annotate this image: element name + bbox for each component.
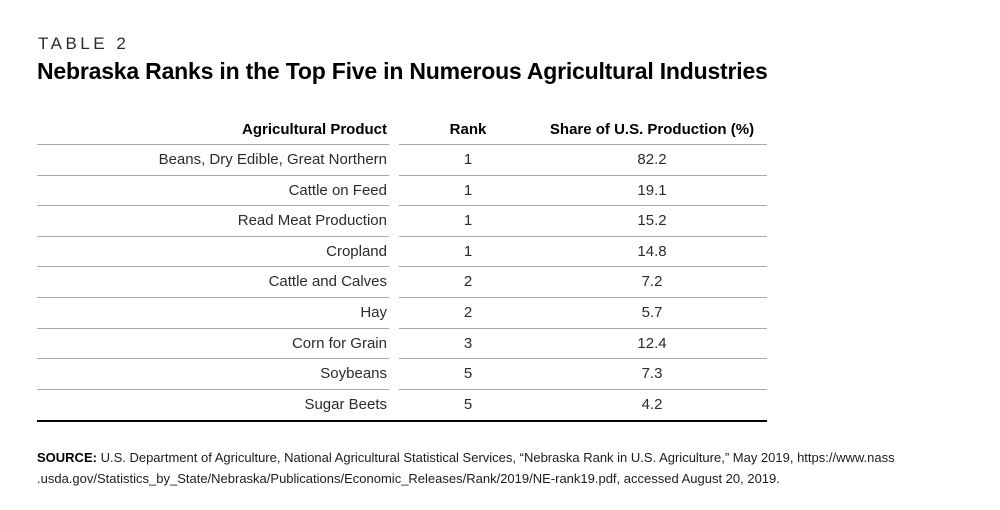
table-row: Corn for Grain 3 12.4 (37, 329, 767, 360)
rank-cell: 2 (463, 303, 473, 321)
table-row: Soybeans 5 7.3 (37, 359, 767, 390)
source-text-2: .usda.gov/Statistics_by_State/Nebraska/P… (37, 470, 780, 486)
table-row: Read Meat Production 1 15.2 (37, 206, 767, 237)
row-right-segment: 5 4.2 (399, 390, 767, 421)
table-header-row: Agricultural Product Rank Share of U.S. … (37, 117, 767, 145)
row-right-segment: 5 7.3 (399, 359, 767, 390)
share-cell: 4.2 (641, 395, 663, 413)
share-cell: 7.2 (641, 273, 663, 291)
table-row: Cropland 1 14.8 (37, 237, 767, 268)
source-text-1: U.S. Department of Agriculture, National… (96, 450, 895, 465)
share-cell: 15.2 (637, 212, 667, 230)
rank-cell: 1 (463, 242, 473, 260)
rank-cell: 3 (463, 334, 473, 352)
source-line-2: .usda.gov/Statistics_by_State/Nebraska/P… (37, 469, 982, 490)
row-right-segment: 2 7.2 (399, 267, 767, 298)
rank-cell: 5 (463, 365, 473, 383)
rank-cell: 1 (463, 212, 473, 230)
rank-cell: 5 (463, 395, 473, 413)
share-cell: 7.3 (641, 365, 663, 383)
table-label: TABLE 2 (38, 34, 130, 53)
column-gap (389, 206, 399, 237)
column-gap (389, 117, 399, 145)
column-gap (389, 390, 399, 421)
table-title: Nebraska Ranks in the Top Five in Numero… (37, 58, 768, 84)
column-gap (389, 359, 399, 390)
rank-cell: 1 (463, 151, 473, 168)
row-right-segment: 3 12.4 (399, 329, 767, 360)
row-right-segment: 1 15.2 (399, 206, 767, 237)
table-row: Cattle on Feed 1 19.1 (37, 176, 767, 207)
source-note: SOURCE: U.S. Department of Agriculture, … (37, 448, 982, 489)
column-header-rank: Rank (449, 121, 487, 138)
column-gap (389, 329, 399, 360)
product-cell: Cattle on Feed (37, 176, 389, 207)
row-right-segment: 1 82.2 (399, 145, 767, 176)
column-header-share: Share of U.S. Production (%) (549, 121, 755, 138)
product-cell: Corn for Grain (37, 329, 389, 360)
share-cell: 14.8 (637, 242, 667, 260)
share-cell: 5.7 (641, 303, 663, 321)
product-cell: Cattle and Calves (37, 267, 389, 298)
column-gap (389, 267, 399, 298)
source-line-1: SOURCE: U.S. Department of Agriculture, … (37, 448, 982, 469)
product-cell: Soybeans (37, 359, 389, 390)
product-cell: Cropland (37, 237, 389, 268)
product-cell: Hay (37, 298, 389, 329)
table-row: Beans, Dry Edible, Great Northern 1 82.2 (37, 145, 767, 176)
agricultural-ranks-table: Agricultural Product Rank Share of U.S. … (37, 117, 767, 423)
column-gap (389, 145, 399, 176)
row-right-segment: 2 5.7 (399, 298, 767, 329)
column-header-product: Agricultural Product (37, 117, 389, 145)
product-cell: Sugar Beets (304, 395, 387, 413)
row-right-segment: 1 14.8 (399, 237, 767, 268)
share-cell: 12.4 (637, 334, 667, 352)
table-row: Hay 2 5.7 (37, 298, 767, 329)
column-gap (389, 176, 399, 207)
row-right-segment: 1 19.1 (399, 176, 767, 207)
table-bottom-rule (37, 420, 767, 423)
column-gap (389, 237, 399, 268)
product-cell: Beans, Dry Edible, Great Northern (37, 145, 389, 176)
product-cell: Read Meat Production (37, 206, 389, 237)
table-row: Sugar Beets 5 4.2 (37, 390, 767, 421)
rank-cell: 1 (463, 181, 473, 199)
header-right-segment: Rank Share of U.S. Production (%) (399, 117, 767, 145)
table-body: Beans, Dry Edible, Great Northern 1 82.2… (37, 145, 767, 420)
share-cell: 82.2 (637, 151, 667, 168)
share-cell: 19.1 (637, 181, 667, 199)
source-label: SOURCE: (37, 450, 97, 465)
column-gap (389, 298, 399, 329)
rank-cell: 2 (463, 273, 473, 291)
table-row: Cattle and Calves 2 7.2 (37, 267, 767, 298)
